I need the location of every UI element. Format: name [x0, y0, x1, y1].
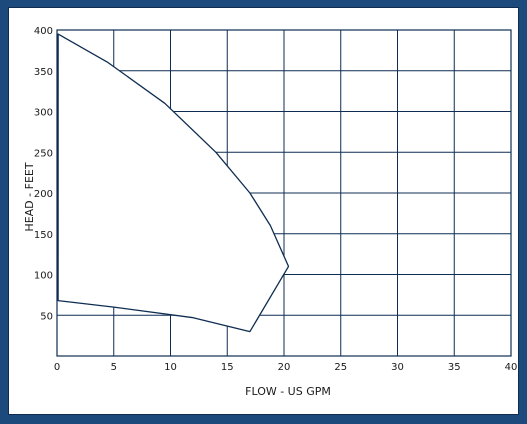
x-axis-label: FLOW - US GPM [245, 385, 331, 398]
y-tick-400: 400 [34, 26, 53, 37]
y-tick-50: 50 [40, 311, 53, 322]
x-tick-15: 15 [221, 362, 234, 373]
y-tick-labels: 50 100 150 200 250 300 350 400 [34, 26, 53, 322]
x-tick-40: 40 [505, 362, 518, 373]
y-tick-300: 300 [34, 108, 53, 119]
y-tick-200: 200 [34, 189, 53, 200]
x-tick-5: 5 [111, 362, 117, 373]
operating-region [57, 33, 290, 333]
y-tick-150: 150 [34, 230, 53, 241]
y-axis-label: HEAD - FEET [23, 162, 36, 231]
y-tick-350: 350 [34, 67, 53, 78]
x-tick-35: 35 [448, 362, 461, 373]
x-tick-30: 30 [391, 362, 404, 373]
operating-region-curve-0 [57, 33, 290, 333]
y-tick-250: 250 [34, 148, 53, 159]
x-tick-10: 10 [164, 362, 177, 373]
y-tick-100: 100 [34, 271, 53, 282]
x-tick-labels: 0 5 10 15 20 25 30 35 40 [54, 362, 518, 373]
x-tick-20: 20 [278, 362, 291, 373]
x-tick-0: 0 [54, 362, 60, 373]
x-tick-25: 25 [334, 362, 347, 373]
